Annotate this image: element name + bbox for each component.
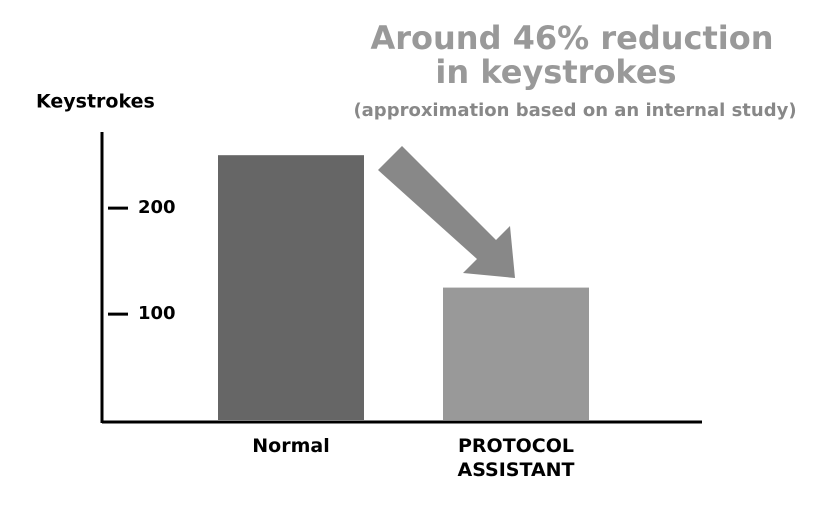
x-tick-label: Normal	[252, 435, 330, 457]
y-axis-label: Keystrokes	[36, 91, 155, 113]
bar	[443, 287, 589, 420]
arrow	[378, 146, 515, 278]
chart-title-line: in keystrokes	[435, 53, 676, 91]
x-tick-label-box: Normal	[252, 435, 330, 457]
x-tick-label-box: PROTOCOL ASSISTANT	[457, 435, 575, 481]
y-tick-label: 100	[138, 303, 176, 324]
x-tick-label: PROTOCOL ASSISTANT	[457, 435, 575, 481]
bar	[218, 155, 364, 420]
chart-title-line: Around 46% reduction	[370, 19, 773, 57]
chart-subtitle: (approximation based on an internal stud…	[353, 100, 796, 121]
y-tick-label: 200	[138, 197, 176, 218]
